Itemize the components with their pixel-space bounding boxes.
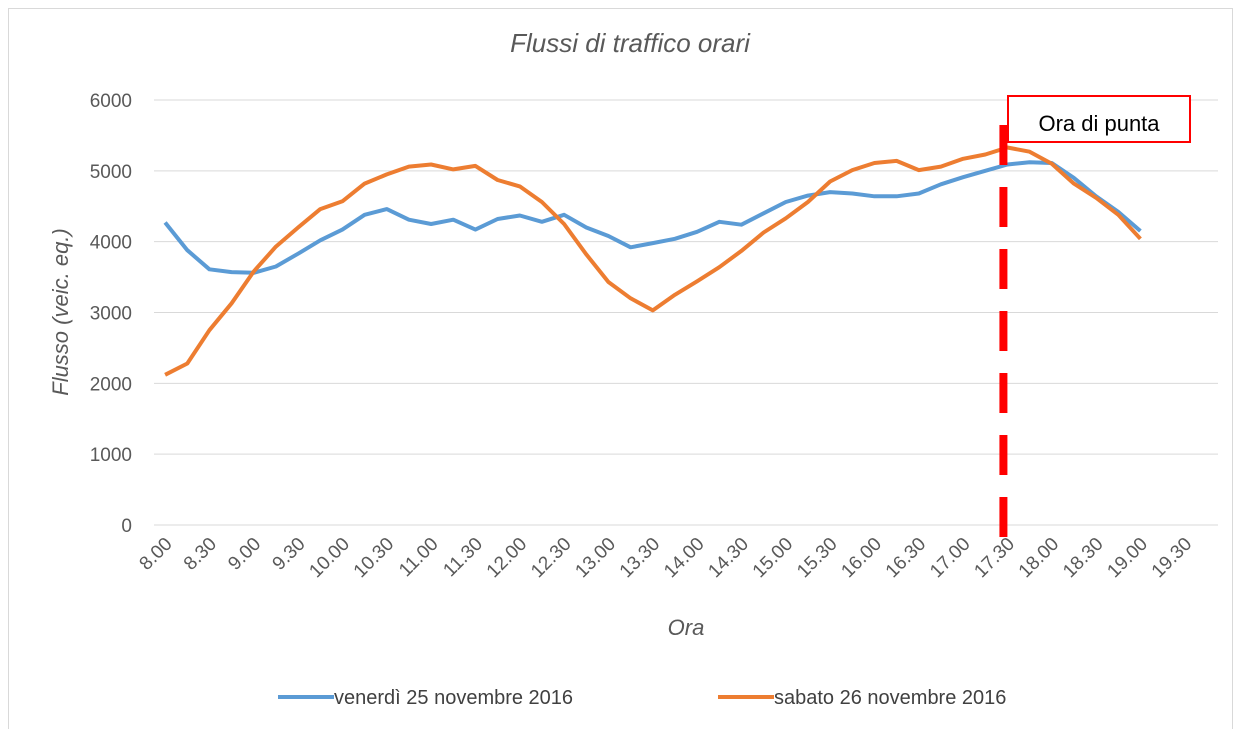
y-tick-label: 2000	[90, 374, 132, 395]
legend-label: sabato 26 novembre 2016	[774, 687, 1006, 709]
series-line	[163, 160, 1142, 275]
y-tick-label: 0	[121, 516, 132, 537]
y-axis-label: Flusso (veic. eq.)	[48, 228, 73, 396]
x-axis-label: Ora	[668, 615, 705, 640]
annotation-box	[1007, 95, 1191, 143]
legend-label: venerdì 25 novembre 2016	[334, 687, 573, 709]
y-tick-label: 6000	[90, 91, 132, 112]
chart-title: Flussi di traffico orari	[510, 28, 751, 58]
y-tick-label: 4000	[90, 233, 132, 254]
series-line	[164, 145, 1142, 377]
y-tick-label: 3000	[90, 304, 132, 325]
annotation-text: Ora di punta	[1038, 111, 1160, 136]
y-tick-label: 1000	[90, 445, 132, 466]
y-tick-label: 5000	[90, 162, 132, 183]
